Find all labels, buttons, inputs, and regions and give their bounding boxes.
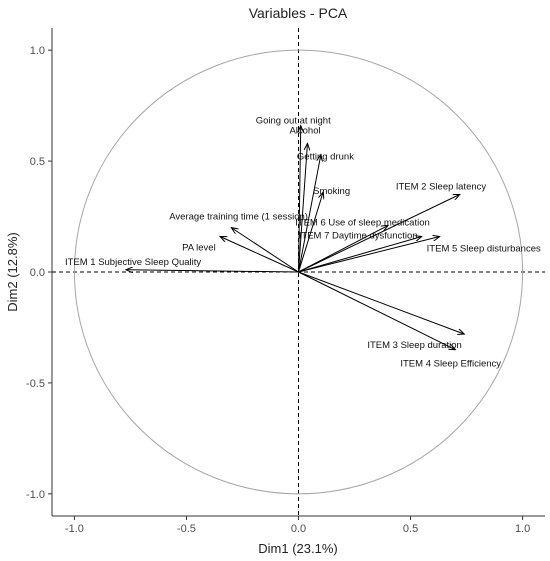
y-tick-label: 0.0 [30,267,45,279]
variable-arrow [298,192,324,273]
x-tick-label: 0.5 [403,523,418,535]
chart-title: Variables - PCA [249,5,348,21]
variable-label: ITEM 5 Sleep disturbances [427,244,541,255]
variable-label: ITEM 6 Use of sleep medication [295,217,430,228]
y-tick-label: -0.5 [26,378,45,390]
y-tick-label: 1.0 [30,45,45,57]
circle-layer [73,49,524,495]
variable-label: ITEM 3 Sleep duration [367,340,462,351]
x-axis-title: Dim1 (23.1%) [258,541,337,556]
variable-label: ITEM 4 Sleep Efficiency [400,359,501,370]
axes-layer: -1.0 -0.5 0.0 0.5 1.0 -1.0 -0.5 0.0 0.5 1.0 [26,28,545,535]
x-tick-label: -1.0 [65,523,84,535]
variable-arrow [298,143,308,273]
variable-label: ITEM 7 Daytime dysfunction [299,231,418,242]
variable-arrow [231,228,299,273]
variable-arrow [220,237,299,273]
variable-arrow [298,225,389,273]
variable-label: ITEM 1 Subjective Sleep Quality [65,257,201,268]
variable-label: Getting drunk [297,151,354,162]
y-axis-title: Dim2 (12.8%) [5,232,20,311]
variable-label: ITEM 2 Sleep latency [396,181,487,192]
variable-label: PA level [182,243,216,254]
variable-arrow [126,270,299,272]
variable-arrow [298,271,456,350]
variable-label: Smoking [313,186,350,197]
variable-arrow [298,271,465,334]
variable-label: Alcohol [289,125,320,136]
y-tick-label: -1.0 [26,489,45,501]
y-tick-label: 0.5 [30,156,45,168]
x-tick-label: 1.0 [515,523,530,535]
variable-label: Going out at night [256,116,331,127]
x-tick-label: 0.0 [291,523,306,535]
variable-arrow [298,194,460,273]
variable-label: Average training time (1 session) [169,212,308,223]
arrow-layer [126,126,464,350]
variable-arrow [299,126,301,273]
x-tick-label: -0.5 [177,523,196,535]
variable-arrow [298,154,321,273]
correlation-circle [73,49,524,495]
variable-arrow [298,237,440,273]
variable-arrow [298,237,422,273]
